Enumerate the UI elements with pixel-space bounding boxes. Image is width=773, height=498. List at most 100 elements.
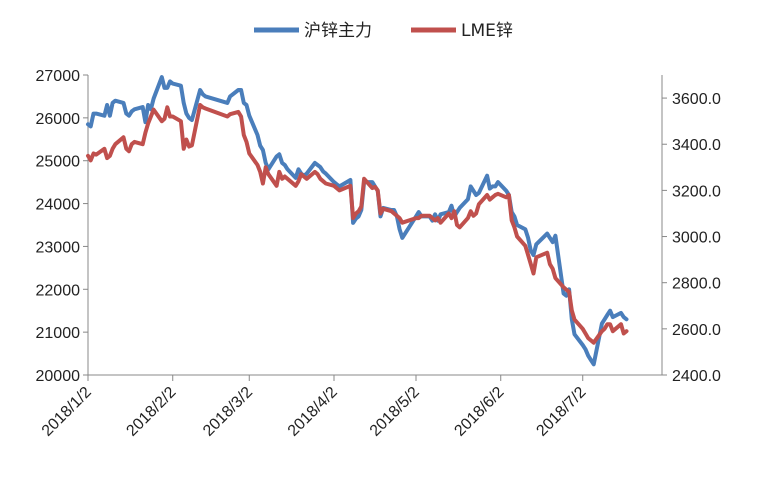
data-point: [524, 245, 526, 247]
data-point: [297, 180, 300, 182]
data-point: [333, 185, 335, 187]
data-point: [295, 185, 297, 187]
data-point: [478, 192, 480, 194]
data-point: [530, 250, 532, 252]
data-point: [245, 141, 248, 143]
data-point: [399, 217, 401, 219]
data-point: [491, 196, 494, 198]
data-point: [147, 122, 149, 125]
data-point: [300, 173, 302, 175]
data-point: [530, 263, 532, 265]
data-point: [549, 237, 551, 239]
data-point: [103, 148, 105, 150]
data-point: [226, 102, 228, 104]
right-y-tick-label: 3400.0: [672, 137, 721, 154]
data-point: [103, 115, 105, 117]
data-point: [505, 196, 507, 198]
data-point: [532, 254, 535, 256]
data-point: [147, 104, 149, 106]
data-point: [459, 226, 461, 228]
data-point: [262, 182, 264, 185]
data-point: [582, 344, 584, 346]
x-tick-label: 2018/5/2: [367, 384, 423, 440]
data-point: [226, 115, 228, 118]
data-point: [169, 80, 171, 82]
data-point: [286, 178, 289, 180]
data-point: [472, 215, 474, 217]
data-point: [612, 316, 614, 318]
data-point: [150, 115, 152, 118]
data-point: [172, 115, 174, 118]
data-point: [191, 119, 193, 121]
data-point: [431, 217, 433, 219]
chart-legend: 沪锌主力 LME锌: [254, 21, 513, 41]
right-y-tick-label: 2400.0: [672, 368, 721, 385]
data-point: [511, 219, 513, 221]
data-point: [281, 162, 283, 164]
data-point: [114, 100, 116, 102]
data-point: [240, 89, 242, 91]
data-point: [494, 185, 496, 187]
data-point: [486, 175, 488, 177]
data-point: [259, 171, 261, 173]
data-point: [90, 159, 92, 161]
data-point: [243, 102, 245, 104]
data-point: [106, 157, 108, 159]
data-point: [267, 173, 269, 175]
data-point: [360, 205, 362, 208]
data-point: [180, 120, 182, 122]
data-point: [470, 185, 472, 187]
data-point: [180, 85, 182, 87]
data-point: [573, 319, 576, 321]
data-point: [420, 215, 423, 217]
data-point: [467, 198, 469, 200]
data-point: [524, 228, 526, 230]
data-point: [87, 155, 89, 157]
data-point: [355, 212, 357, 215]
data-point: [325, 173, 327, 175]
data-point: [153, 109, 155, 111]
data-point: [191, 144, 193, 146]
data-point: [199, 89, 201, 91]
data-point: [92, 152, 95, 155]
data-point: [609, 323, 611, 325]
data-point: [188, 117, 190, 119]
data-point: [554, 277, 557, 279]
data-point: [317, 164, 319, 166]
data-point: [276, 155, 278, 157]
chart-axes: 20000 21000 22000 23000 24000 25000 26000 27000…: [36, 68, 722, 440]
right-y-tick-label: 3600.0: [672, 91, 721, 108]
data-point: [606, 314, 608, 316]
x-tick-label: 2018/7/2: [534, 384, 590, 440]
data-point: [172, 83, 174, 85]
data-point: [546, 252, 548, 254]
data-point: [374, 186, 376, 188]
data-point: [199, 104, 201, 106]
data-point: [306, 173, 308, 175]
data-point: [248, 115, 250, 117]
data-point: [549, 263, 551, 265]
data-point: [620, 323, 622, 325]
data-point: [593, 363, 595, 365]
data-point: [284, 175, 286, 178]
data-point: [434, 219, 436, 221]
data-point: [336, 183, 338, 185]
data-point: [125, 148, 127, 150]
data-point: [240, 115, 242, 118]
data-point: [379, 212, 382, 215]
data-point: [497, 181, 499, 183]
data-point: [317, 173, 319, 175]
data-point: [623, 316, 625, 318]
data-point: [229, 95, 231, 97]
data-point: [418, 217, 420, 219]
x-tick-label: 2018/2/2: [124, 384, 180, 440]
data-point: [185, 113, 187, 115]
data-point: [128, 115, 130, 117]
data-point: [584, 348, 587, 350]
data-point: [418, 211, 420, 213]
data-point: [153, 98, 155, 100]
data-point: [112, 102, 114, 104]
data-point: [352, 222, 354, 224]
data-point: [625, 330, 628, 332]
data-point: [475, 194, 477, 196]
